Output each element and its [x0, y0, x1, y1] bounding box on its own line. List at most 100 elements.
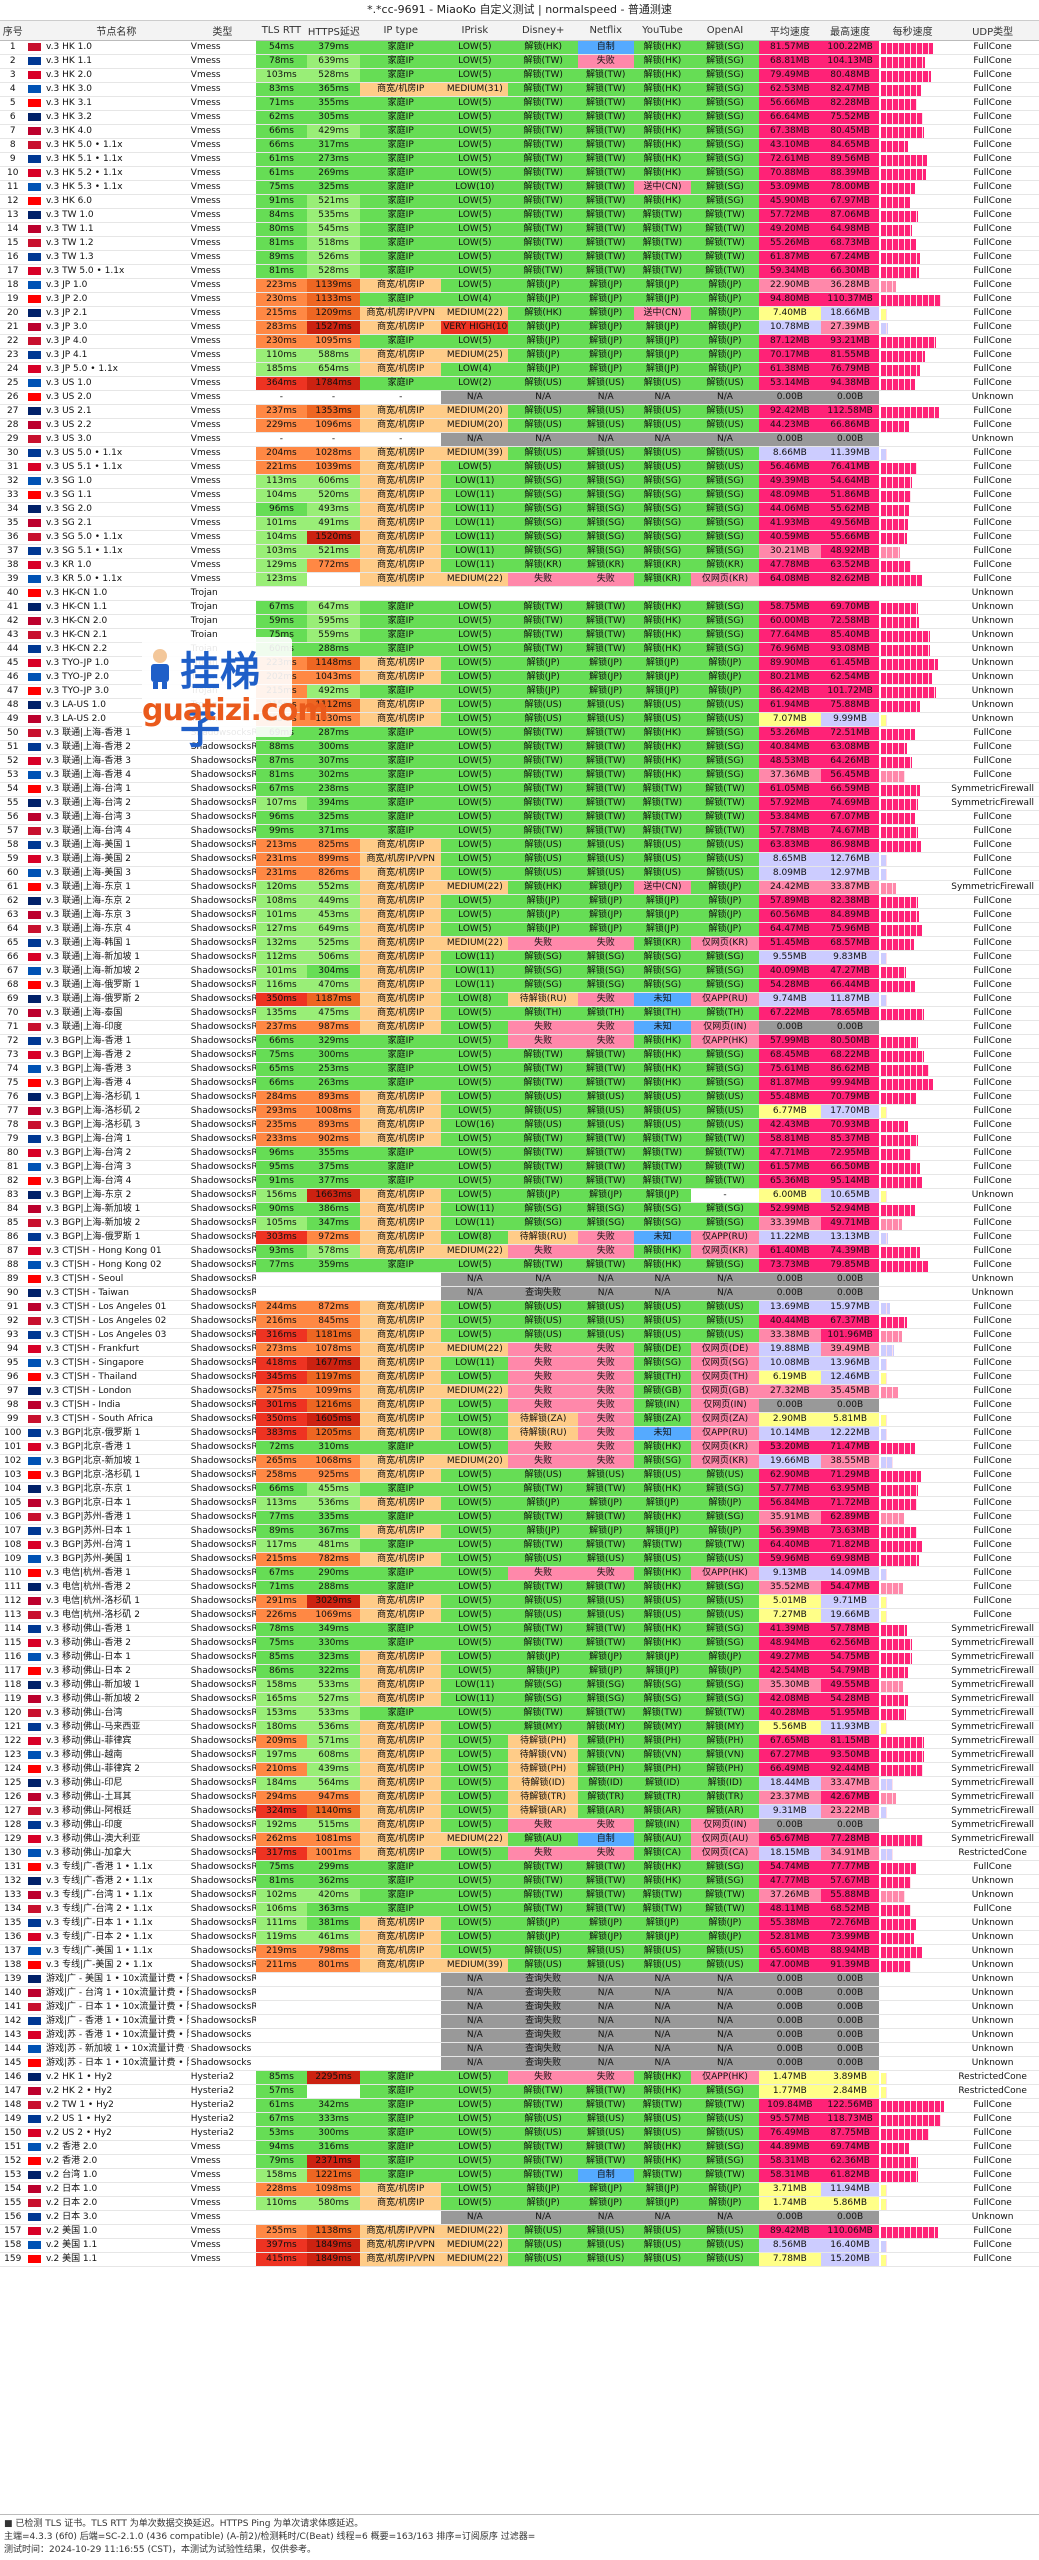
column-header[interactable]: UDP类型 [946, 21, 1039, 41]
table-row[interactable]: 80 v.3 BGP|上海-台湾 2 ShadowsocksR 96ms 355ms 家庭… [0, 1146, 1039, 1161]
column-header[interactable]: Netflix [577, 21, 634, 41]
table-row[interactable]: 90 v.3 CT|SH - Taiwan ShadowsocksR N/A 查询失败 N… [0, 1286, 1039, 1301]
table-row[interactable]: 98 v.3 CT|SH - India ShadowsocksR 301ms 1216… [0, 1398, 1039, 1413]
column-header[interactable]: 最高速度 [821, 21, 880, 41]
table-row[interactable]: 155 v.2 日本 2.0 Vmess 110ms 580ms 商宽/机房IP LOW(5… [0, 2196, 1039, 2211]
table-row[interactable]: 64 v.3 联通|上海-东京 4 ShadowsocksR 127ms 649ms 商宽… [0, 922, 1039, 937]
table-row[interactable]: 69 v.3 联通|上海-俄罗斯 2 ShadowsocksR 350ms 1187ms… [0, 992, 1039, 1007]
table-row[interactable]: 148 v.2 TW 1 • Hy2 Hysteria2 61ms 342ms 家庭IP L… [0, 2098, 1039, 2113]
table-row[interactable]: 146 v.2 HK 1 • Hy2 Hysteria2 85ms 2295ms 家庭IP… [0, 2070, 1039, 2085]
table-row[interactable]: 36 v.3 SG 5.0 • 1.1x Vmess 104ms 1520ms 商宽/机房… [0, 530, 1039, 545]
table-row[interactable]: 70 v.3 联通|上海-泰国 ShadowsocksR 135ms 475ms 商宽/机… [0, 1006, 1039, 1021]
table-row[interactable]: 81 v.3 BGP|上海-台湾 3 ShadowsocksR 95ms 375ms 家庭… [0, 1160, 1039, 1175]
table-row[interactable]: 86 v.3 BGP|上海-俄罗斯 1 ShadowsocksR 303ms 972ms… [0, 1230, 1039, 1245]
table-row[interactable]: 3 v.3 HK 2.0 Vmess 103ms 528ms 家庭IP LOW(5) 解锁(T… [0, 68, 1039, 83]
table-row[interactable]: 93 v.3 CT|SH - Los Angeles 03 ShadowsocksR… [0, 1328, 1039, 1343]
table-row[interactable]: 24 v.3 JP 5.0 • 1.1x Vmess 185ms 654ms 商宽/机房I… [0, 362, 1039, 377]
table-row[interactable]: 65 v.3 联通|上海-韩国 1 ShadowsocksR 132ms 525ms 商宽… [0, 936, 1039, 951]
table-row[interactable]: 17 v.3 TW 5.0 • 1.1x Vmess 81ms 528ms 家庭IP LOW… [0, 264, 1039, 279]
table-row[interactable]: 71 v.3 联通|上海-印度 ShadowsocksR 237ms 987ms 商宽/机… [0, 1020, 1039, 1035]
table-row[interactable]: 57 v.3 联通|上海-台湾 4 ShadowsocksR 99ms 371ms 家庭I… [0, 824, 1039, 839]
table-row[interactable]: 61 v.3 联通|上海-东京 1 ShadowsocksR 120ms 552ms 商宽… [0, 880, 1039, 895]
table-row[interactable]: 150 v.2 US 2 • Hy2 Hysteria2 53ms 300ms 家庭IP L… [0, 2126, 1039, 2141]
table-row[interactable]: 14 v.3 TW 1.1 Vmess 80ms 545ms 家庭IP LOW(5) 解锁(T… [0, 222, 1039, 237]
column-header[interactable]: 序号 [0, 21, 26, 41]
table-row[interactable]: 34 v.3 SG 2.0 Vmess 96ms 493ms 商宽/机房IP LOW(11)… [0, 502, 1039, 517]
table-row[interactable]: 27 v.3 US 2.1 Vmess 237ms 1353ms 商宽/机房IP MEDIU… [0, 404, 1039, 419]
table-row[interactable]: 63 v.3 联通|上海-东京 3 ShadowsocksR 101ms 453ms 商宽… [0, 908, 1039, 923]
column-header[interactable]: Disney+ [508, 21, 578, 41]
table-row[interactable]: 77 v.3 BGP|上海-洛杉矶 2 ShadowsocksR 293ms 1008m… [0, 1104, 1039, 1119]
column-header[interactable]: 平均速度 [758, 21, 822, 41]
table-row[interactable]: 76 v.3 BGP|上海-洛杉矶 1 ShadowsocksR 284ms 893ms… [0, 1090, 1039, 1105]
table-row[interactable]: 131 v.3 专线|广-香港 1 • 1.1x ShadowsocksR 75ms 2… [0, 1860, 1039, 1875]
table-row[interactable]: 110 v.3 电信|杭州-香港 1 ShadowsocksR 67ms 290ms 家庭… [0, 1566, 1039, 1581]
table-row[interactable]: 125 v.3 移动|佛山-印尼 ShadowsocksR 184ms 564ms 商宽/… [0, 1776, 1039, 1791]
column-header[interactable]: TLS RTT [255, 21, 307, 41]
table-row[interactable]: 66 v.3 联通|上海-新加坡 1 ShadowsocksR 112ms 506ms 商… [0, 950, 1039, 965]
table-row[interactable]: 9 v.3 HK 5.1 • 1.1x Vmess 61ms 273ms 家庭IP LOW(… [0, 152, 1039, 167]
table-row[interactable]: 105 v.3 BGP|北京-日本 1 ShadowsocksR 113ms 536ms… [0, 1496, 1039, 1511]
table-row[interactable]: 126 v.3 移动|佛山-土耳其 ShadowsocksR 294ms 947ms 商宽… [0, 1790, 1039, 1805]
table-row[interactable]: 12 v.3 HK 6.0 Vmess 91ms 521ms 家庭IP LOW(5) 解锁(T… [0, 194, 1039, 209]
table-row[interactable]: 117 v.3 移动|佛山-日本 2 ShadowsocksR 86ms 322ms 商宽… [0, 1664, 1039, 1679]
table-row[interactable]: 134 v.3 专线|广-台湾 2 • 1.1x ShadowsocksR 106ms… [0, 1902, 1039, 1917]
table-row[interactable]: 138 v.3 专线|广-美国 2 • 1.1x ShadowsocksR 211ms… [0, 1958, 1039, 1973]
table-row[interactable]: 53 v.3 联通|上海-香港 4 ShadowsocksR 81ms 302ms 家庭I… [0, 768, 1039, 783]
table-row[interactable]: 97 v.3 CT|SH - London ShadowsocksR 275ms 109… [0, 1384, 1039, 1399]
table-row[interactable]: 123 v.3 移动|佛山-越南 ShadowsocksR 197ms 608ms 商宽/… [0, 1748, 1039, 1763]
table-row[interactable]: 112 v.3 电信|杭州-洛杉矶 1 ShadowsocksR 291ms 3029m… [0, 1594, 1039, 1609]
table-row[interactable]: 51 v.3 联通|上海-香港 2 ShadowsocksR 88ms 300ms 家庭I… [0, 740, 1039, 755]
table-row[interactable]: 31 v.3 US 5.1 • 1.1x Vmess 221ms 1039ms 商宽/机房… [0, 460, 1039, 475]
table-row[interactable]: 5 v.3 HK 3.1 Vmess 71ms 355ms 家庭IP LOW(5) 解锁(TW… [0, 96, 1039, 111]
table-row[interactable]: 135 v.3 专线|广-日本 1 • 1.1x ShadowsocksR 111ms… [0, 1916, 1039, 1931]
table-row[interactable]: 50v.3 联通|上海-香港 1ShadowsocksR69ms287ms家庭I… [0, 726, 1039, 741]
table-row[interactable]: 16 v.3 TW 1.3 Vmess 89ms 526ms 家庭IP LOW(5) 解锁(T… [0, 250, 1039, 265]
table-row[interactable]: 119 v.3 移动|佛山-新加坡 2 ShadowsocksR 165ms 527ms… [0, 1692, 1039, 1707]
table-row[interactable]: 132 v.3 专线|广-香港 2 • 1.1x ShadowsocksR 81ms 3… [0, 1874, 1039, 1889]
table-row[interactable]: 99 v.3 CT|SH - South Africa ShadowsocksR 35… [0, 1412, 1039, 1427]
table-row[interactable]: 156 v.2 日本 3.0 Vmess N/A N/A N/A N/A N/A 0.00B 0.… [0, 2210, 1039, 2225]
table-row[interactable]: 124 v.3 移动|佛山-菲律宾 2 ShadowsocksR 210ms 439ms… [0, 1762, 1039, 1777]
table-row[interactable]: 106 v.3 BGP|苏州-香港 1 ShadowsocksR 77ms 335ms 家… [0, 1510, 1039, 1525]
table-row[interactable]: 15 v.3 TW 1.2 Vmess 81ms 518ms 家庭IP LOW(5) 解锁(T… [0, 236, 1039, 251]
table-row[interactable]: 20 v.3 JP 2.1 Vmess 215ms 1209ms 商宽/机房IP/VPN M… [0, 306, 1039, 321]
table-row[interactable]: 52 v.3 联通|上海-香港 3 ShadowsocksR 87ms 307ms 家庭I… [0, 754, 1039, 769]
table-row[interactable]: 8 v.3 HK 5.0 • 1.1x Vmess 66ms 317ms 家庭IP LOW(… [0, 138, 1039, 153]
table-row[interactable]: 154 v.2 日本 1.0 Vmess 228ms 1098ms 商宽/机房IP LOW(… [0, 2182, 1039, 2197]
table-row[interactable]: 120 v.3 移动|佛山-台湾 ShadowsocksR 153ms 533ms 家庭I… [0, 1706, 1039, 1721]
table-row[interactable]: 7 v.3 HK 4.0 Vmess 66ms 429ms 家庭IP LOW(5) 解锁(TW… [0, 124, 1039, 139]
table-row[interactable]: 109 v.3 BGP|苏州-美国 1 ShadowsocksR 215ms 782ms… [0, 1552, 1039, 1567]
table-row[interactable]: 2 v.3 HK 1.1 Vmess 78ms 639ms 家庭IP LOW(5) 解锁(TW… [0, 54, 1039, 69]
table-row[interactable]: 83 v.3 BGP|上海-东京 2 ShadowsocksR 156ms 1663ms… [0, 1188, 1039, 1203]
table-row[interactable]: 113 v.3 电信|杭州-洛杉矶 2 ShadowsocksR 226ms 1069m… [0, 1608, 1039, 1623]
table-row[interactable]: 6 v.3 HK 3.2 Vmess 62ms 305ms 家庭IP LOW(5) 解锁(TW… [0, 110, 1039, 125]
table-row[interactable]: 130 v.3 移动|佛山-加拿大 ShadowsocksR 317ms 1001ms 商… [0, 1846, 1039, 1861]
column-header[interactable]: 类型 [188, 21, 256, 41]
table-row[interactable]: 147 v.2 HK 2 • Hy2 Hysteria2 57ms 家庭IP LOW(5)… [0, 2084, 1039, 2099]
table-row[interactable]: 58 v.3 联通|上海-美国 1 ShadowsocksR 213ms 825ms 商宽… [0, 838, 1039, 853]
table-row[interactable]: 85 v.3 BGP|上海-新加坡 2 ShadowsocksR 105ms 347ms… [0, 1216, 1039, 1231]
table-row[interactable]: 137 v.3 专线|广-美国 1 • 1.1x ShadowsocksR 219ms… [0, 1944, 1039, 1959]
column-header[interactable]: IP type [360, 21, 442, 41]
table-row[interactable]: 152 v.2 香港 2.0 Vmess 79ms 2371ms 家庭IP LOW(5) 解锁… [0, 2154, 1039, 2169]
column-header[interactable]: YouTube [633, 21, 692, 41]
table-row[interactable]: 72 v.3 BGP|上海-香港 1 ShadowsocksR 66ms 329ms 家庭… [0, 1034, 1039, 1049]
table-row[interactable]: 128 v.3 移动|佛山-印度 ShadowsocksR 192ms 515ms 商宽/… [0, 1818, 1039, 1833]
table-row[interactable]: 159 v.2 美国 1.1 Vmess 415ms 1849ms 商宽/机房IP/VPN… [0, 2252, 1039, 2267]
table-row[interactable]: 11 v.3 HK 5.3 • 1.1x Vmess 75ms 325ms 家庭IP LOW… [0, 180, 1039, 195]
table-row[interactable]: 19 v.3 JP 2.0 Vmess 230ms 1133ms 家庭IP LOW(4) 解锁… [0, 292, 1039, 307]
table-row[interactable]: 87 v.3 CT|SH - Hong Kong 01 ShadowsocksR 93… [0, 1244, 1039, 1259]
table-row[interactable]: 28 v.3 US 2.2 Vmess 229ms 1096ms 商宽/机房IP MEDIU… [0, 418, 1039, 433]
table-row[interactable]: 54 v.3 联通|上海-台湾 1 ShadowsocksR 67ms 238ms 家庭I… [0, 782, 1039, 797]
column-header[interactable] [25, 21, 44, 41]
table-row[interactable]: 116 v.3 移动|佛山-日本 1 ShadowsocksR 85ms 323ms 商宽… [0, 1650, 1039, 1665]
table-row[interactable]: 129 v.3 移动|佛山-澳大利亚 ShadowsocksR 262ms 1081ms… [0, 1832, 1039, 1847]
table-row[interactable]: 151 v.2 香港 2.0 Vmess 94ms 316ms 家庭IP LOW(5) 解锁(… [0, 2140, 1039, 2155]
table-row[interactable]: 102 v.3 BGP|北京-新加坡 1 ShadowsocksR 265ms 1068… [0, 1454, 1039, 1469]
